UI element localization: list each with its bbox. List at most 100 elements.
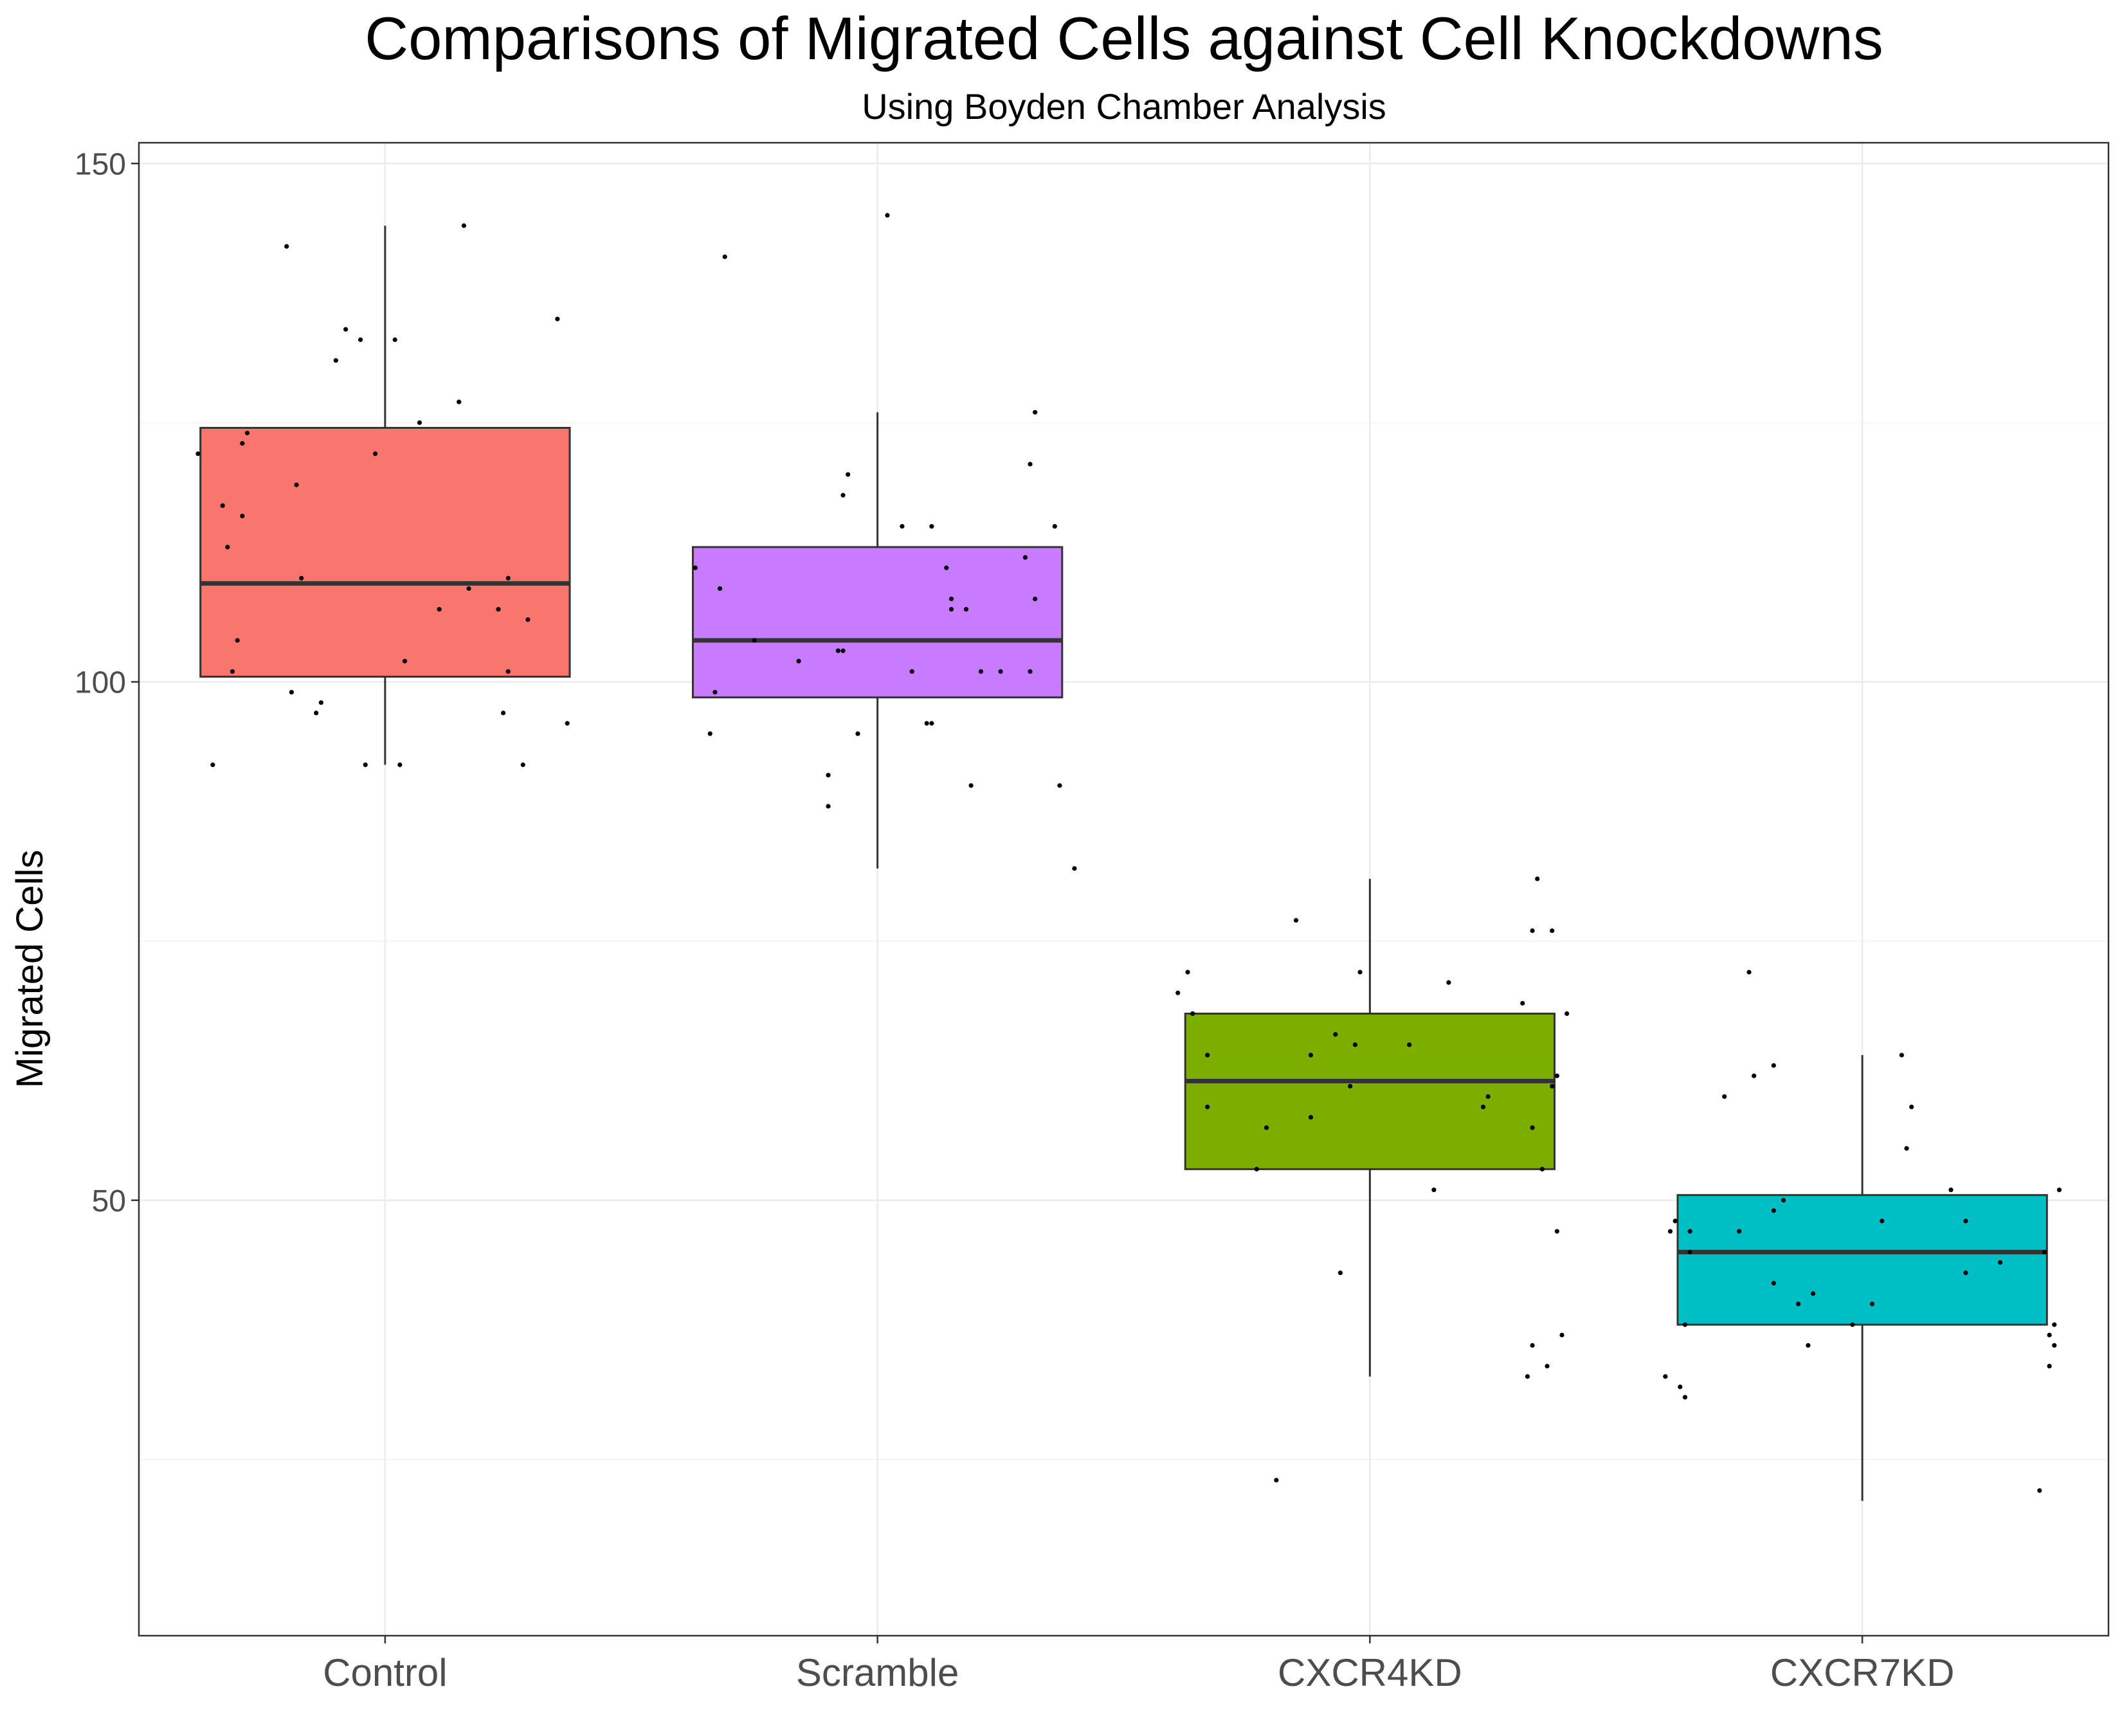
- data-point: [1795, 1301, 1801, 1307]
- data-point: [520, 762, 525, 768]
- data-point: [284, 244, 289, 249]
- data-point: [900, 524, 905, 529]
- plot-panel: [139, 143, 2108, 1636]
- data-point: [1535, 876, 1540, 882]
- data-point: [333, 358, 338, 363]
- data-point: [948, 607, 954, 612]
- data-point: [840, 648, 846, 653]
- data-point: [1357, 970, 1363, 975]
- box-body: [691, 546, 1064, 699]
- data-point: [372, 451, 378, 457]
- data-point: [1771, 1281, 1776, 1286]
- data-point: [1810, 1291, 1816, 1296]
- box-cxcr7kd: [1676, 1055, 2048, 1501]
- data-point: [457, 399, 462, 404]
- data-point: [1850, 1322, 1855, 1327]
- data-point: [948, 596, 954, 602]
- box-body: [1676, 1194, 2048, 1326]
- data-point: [505, 575, 511, 581]
- data-point: [1530, 928, 1535, 934]
- data-point: [1530, 1343, 1535, 1348]
- y-axis: 50 100 150: [75, 147, 139, 1218]
- data-point: [1485, 1094, 1491, 1099]
- data-point: [525, 617, 530, 622]
- data-point: [722, 254, 727, 259]
- data-point: [392, 337, 397, 342]
- data-point: [2047, 1332, 2052, 1337]
- data-point: [1057, 783, 1062, 788]
- data-point: [2047, 1364, 2052, 1369]
- data-point: [466, 586, 471, 591]
- data-point: [505, 669, 511, 674]
- data-point: [417, 420, 422, 425]
- data-point: [855, 731, 860, 736]
- data-point: [1274, 1478, 1279, 1483]
- data-point: [840, 493, 846, 498]
- data-point: [195, 451, 201, 457]
- data-point: [1028, 462, 1033, 467]
- data-point: [1022, 555, 1028, 560]
- box-scramble: [691, 412, 1064, 869]
- data-point: [1407, 1042, 1412, 1047]
- data-point: [998, 669, 1003, 674]
- data-point: [1520, 1000, 1525, 1006]
- data-point: [717, 586, 723, 591]
- data-point: [835, 648, 840, 653]
- data-point: [1899, 1053, 1904, 1058]
- data-point: [1806, 1343, 1811, 1348]
- box-series: [199, 226, 2048, 1501]
- data-point: [1771, 1208, 1776, 1213]
- data-point: [555, 316, 560, 321]
- data-point: [1525, 1374, 1530, 1379]
- data-point: [2037, 1488, 2042, 1493]
- y-axis-label: Migrated Cells: [9, 850, 51, 1089]
- data-point: [826, 773, 831, 778]
- data-point: [1550, 928, 1555, 934]
- data-point: [1028, 669, 1033, 674]
- data-point: [1545, 1364, 1550, 1369]
- data-point: [496, 607, 501, 612]
- data-point: [2042, 1249, 2047, 1254]
- data-point: [1667, 1229, 1673, 1234]
- data-point: [318, 700, 323, 705]
- box-cxcr4kd: [1184, 878, 1556, 1377]
- data-point: [1352, 1042, 1358, 1047]
- data-point: [1963, 1218, 1968, 1224]
- point-series: [195, 213, 2062, 1493]
- data-point: [402, 658, 408, 664]
- data-point: [1880, 1218, 1885, 1224]
- data-point: [929, 721, 934, 726]
- data-point: [963, 607, 969, 612]
- data-point: [358, 337, 363, 342]
- data-point: [1205, 1053, 1210, 1058]
- data-point: [707, 731, 712, 736]
- data-point: [944, 565, 949, 570]
- data-point: [978, 669, 984, 674]
- data-point: [1530, 1125, 1535, 1130]
- data-point: [437, 607, 442, 612]
- data-point: [1033, 410, 1038, 415]
- x-tick-label: CXCR7KD: [1770, 1651, 1955, 1694]
- plot-border: [138, 141, 2110, 1637]
- data-point: [1072, 866, 1077, 871]
- data-point: [2052, 1343, 2057, 1348]
- data-point: [240, 441, 245, 446]
- data-point: [1687, 1249, 1692, 1254]
- data-point: [501, 710, 506, 716]
- box-body: [199, 426, 571, 678]
- data-point: [1539, 1166, 1545, 1171]
- data-point: [2056, 1188, 2062, 1193]
- data-point: [752, 638, 757, 643]
- data-point: [885, 213, 890, 218]
- data-point: [240, 513, 245, 519]
- data-point: [1308, 1053, 1314, 1058]
- data-point: [397, 762, 403, 768]
- box-body: [1184, 1013, 1556, 1170]
- data-point: [1175, 990, 1181, 995]
- y-tick-label: 50: [92, 1184, 126, 1218]
- data-point: [1348, 1083, 1353, 1089]
- data-point: [210, 762, 215, 768]
- data-point: [968, 783, 974, 788]
- data-point: [565, 721, 570, 726]
